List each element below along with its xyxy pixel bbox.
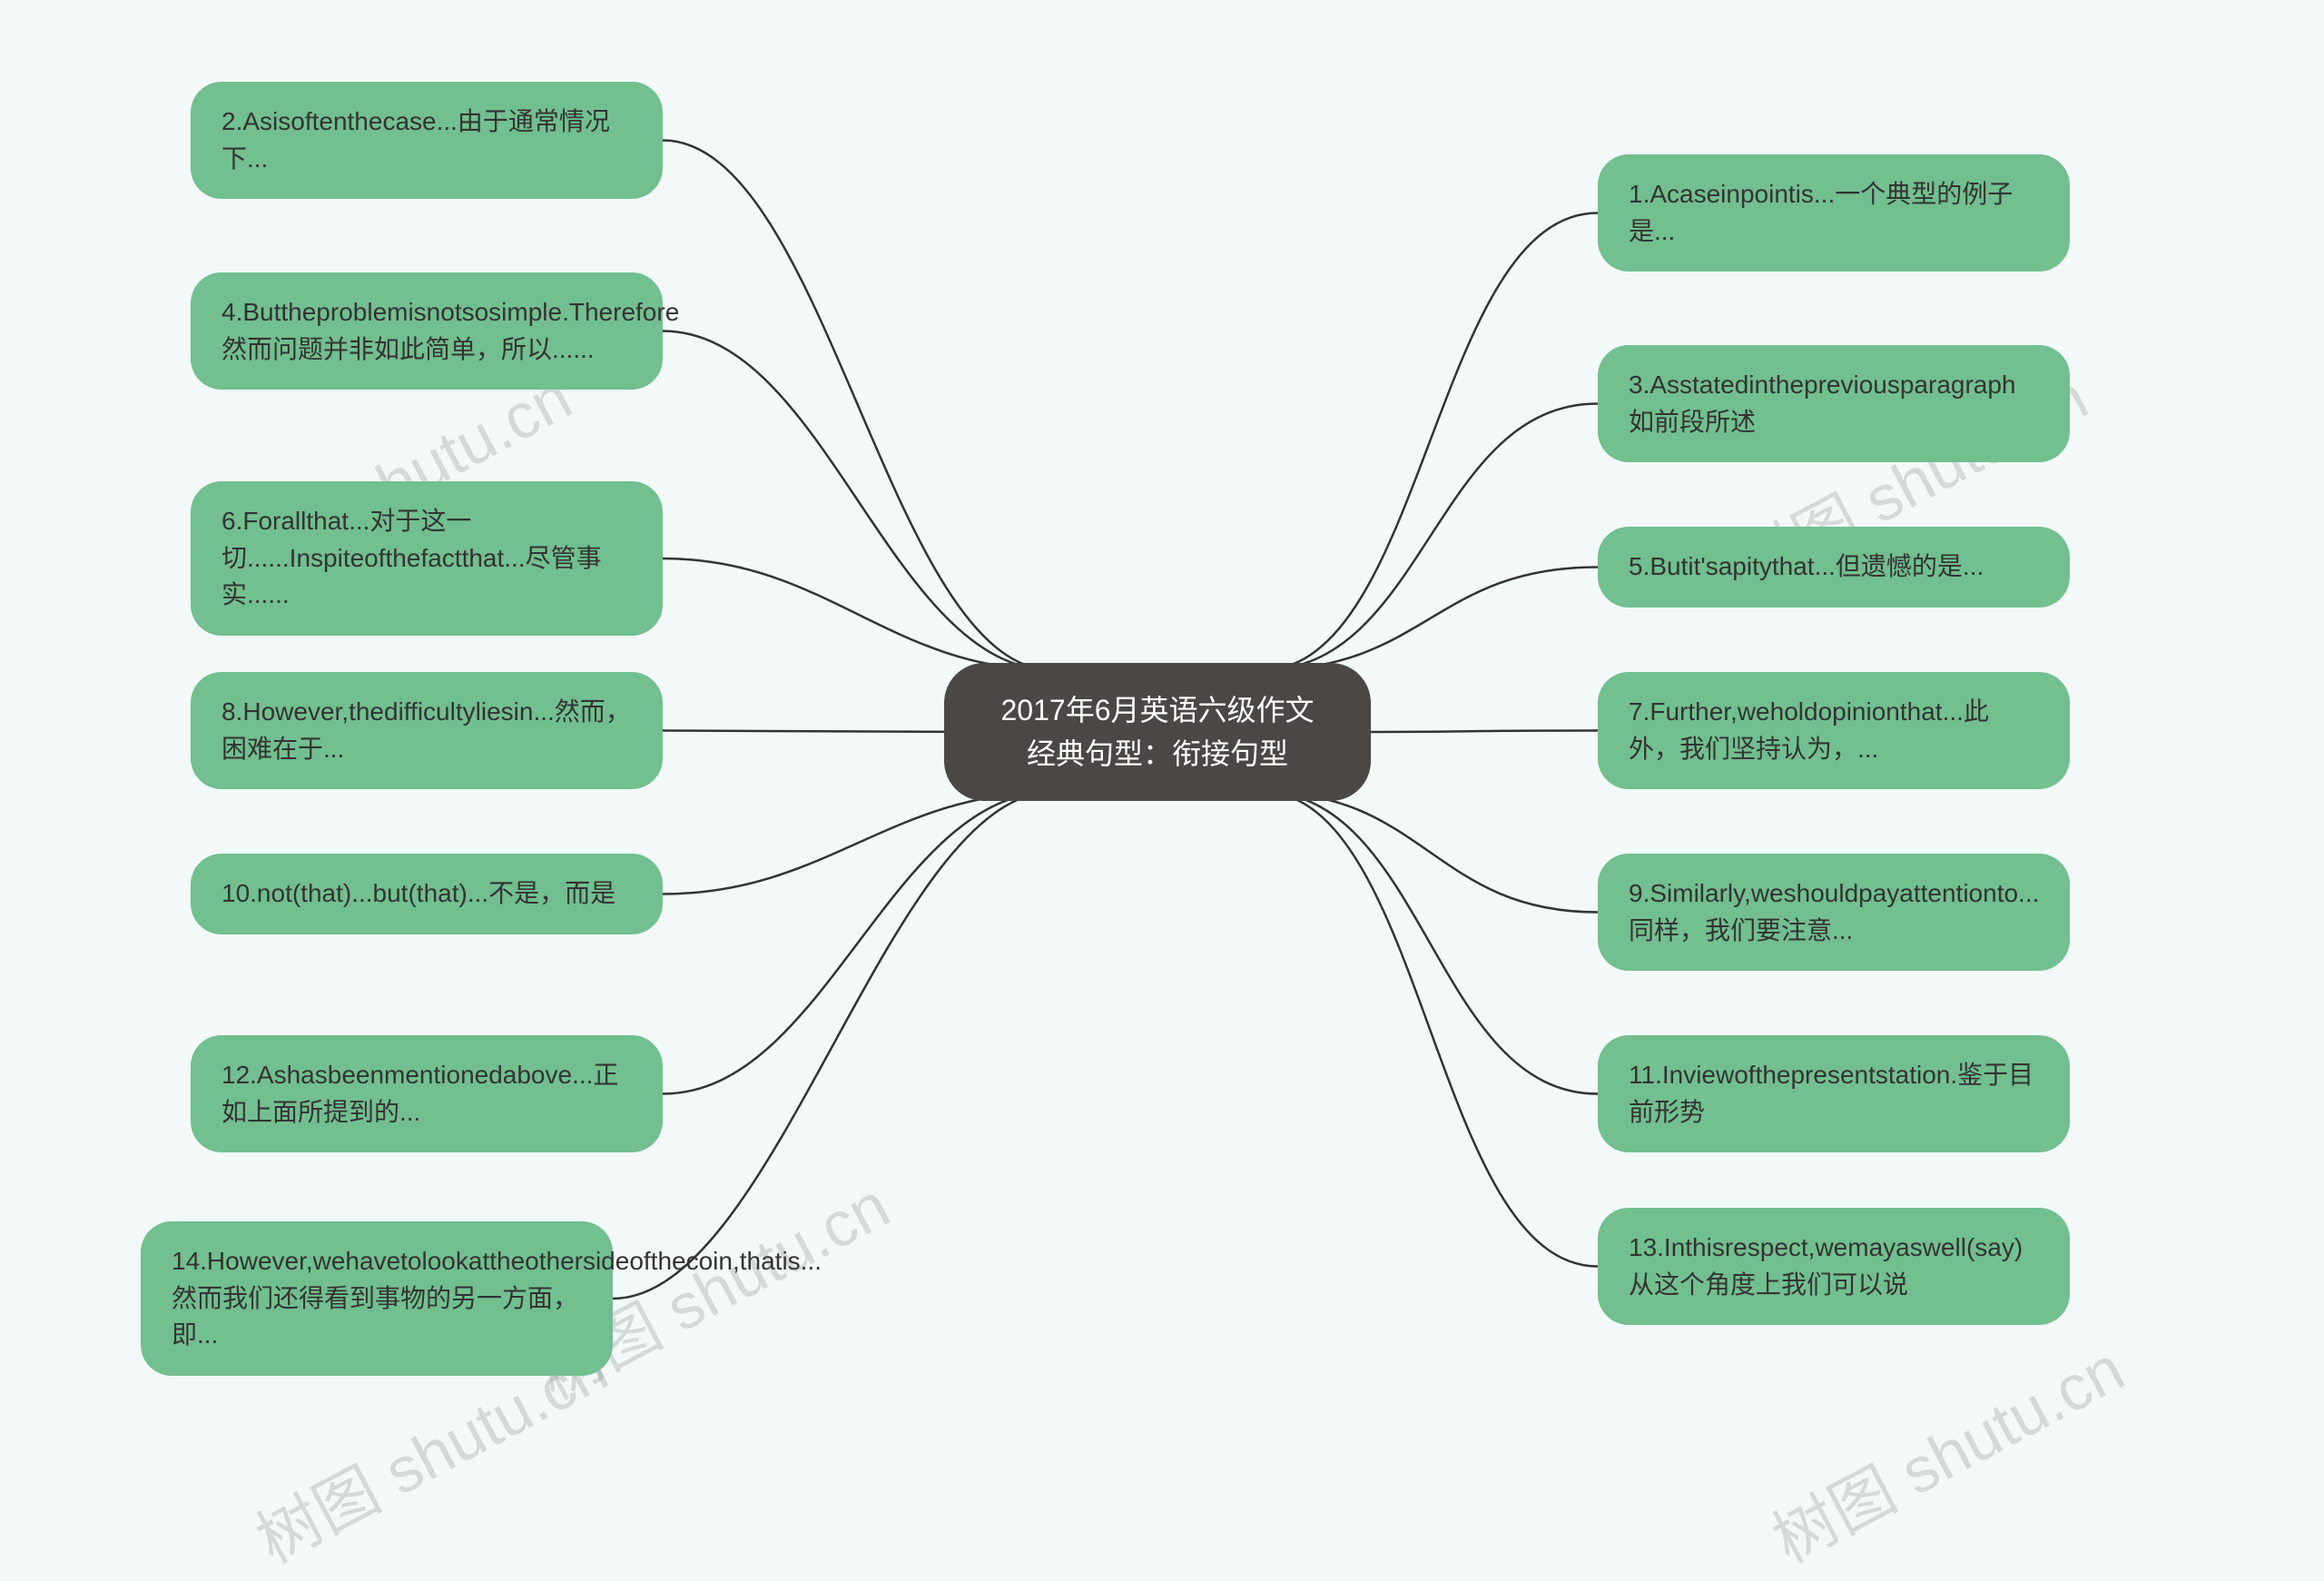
leaf-node: 1.Acaseinpointis...一个典型的例子是... [1598, 154, 2070, 272]
leaf-node: 10.not(that)...but(that)...不是，而是 [191, 854, 663, 934]
leaf-node: 11.Inviewofthepresentstation.鉴于目前形势 [1598, 1035, 2070, 1152]
leaf-node: 14.However,wehavetolookattheothersideoft… [141, 1221, 613, 1376]
leaf-node: 7.Further,weholdopinionthat...此外，我们坚持认为，… [1598, 672, 2070, 789]
leaf-node: 6.Forallthat...对于这一切......Inspiteofthefa… [191, 481, 663, 636]
leaf-node: 5.Butit'sapitythat...但遗憾的是... [1598, 527, 2070, 608]
leaf-node: 2.Asisoftenthecase...由于通常情况下... [191, 82, 663, 199]
leaf-node: 9.Similarly,weshouldpayattentionto...同样，… [1598, 854, 2070, 971]
center-node: 2017年6月英语六级作文经典句型：衔接句型 [944, 663, 1371, 801]
leaf-node: 4.Buttheproblemisnotsosimple.Therefore然而… [191, 272, 663, 390]
leaf-node: 3.Asstatedinthepreviousparagraph如前段所述 [1598, 345, 2070, 462]
watermark: 树图 shutu.cn [1755, 1319, 2138, 1581]
leaf-node: 12.Ashasbeenmentionedabove...正如上面所提到的... [191, 1035, 663, 1152]
leaf-node: 8.However,thedifficultyliesin...然而，困难在于.… [191, 672, 663, 789]
leaf-node: 13.Inthisrespect,wemayaswell(say)从这个角度上我… [1598, 1208, 2070, 1325]
mindmap-canvas: 2017年6月英语六级作文经典句型：衔接句型 2.Asisoftenthecase… [0, 0, 2324, 1515]
